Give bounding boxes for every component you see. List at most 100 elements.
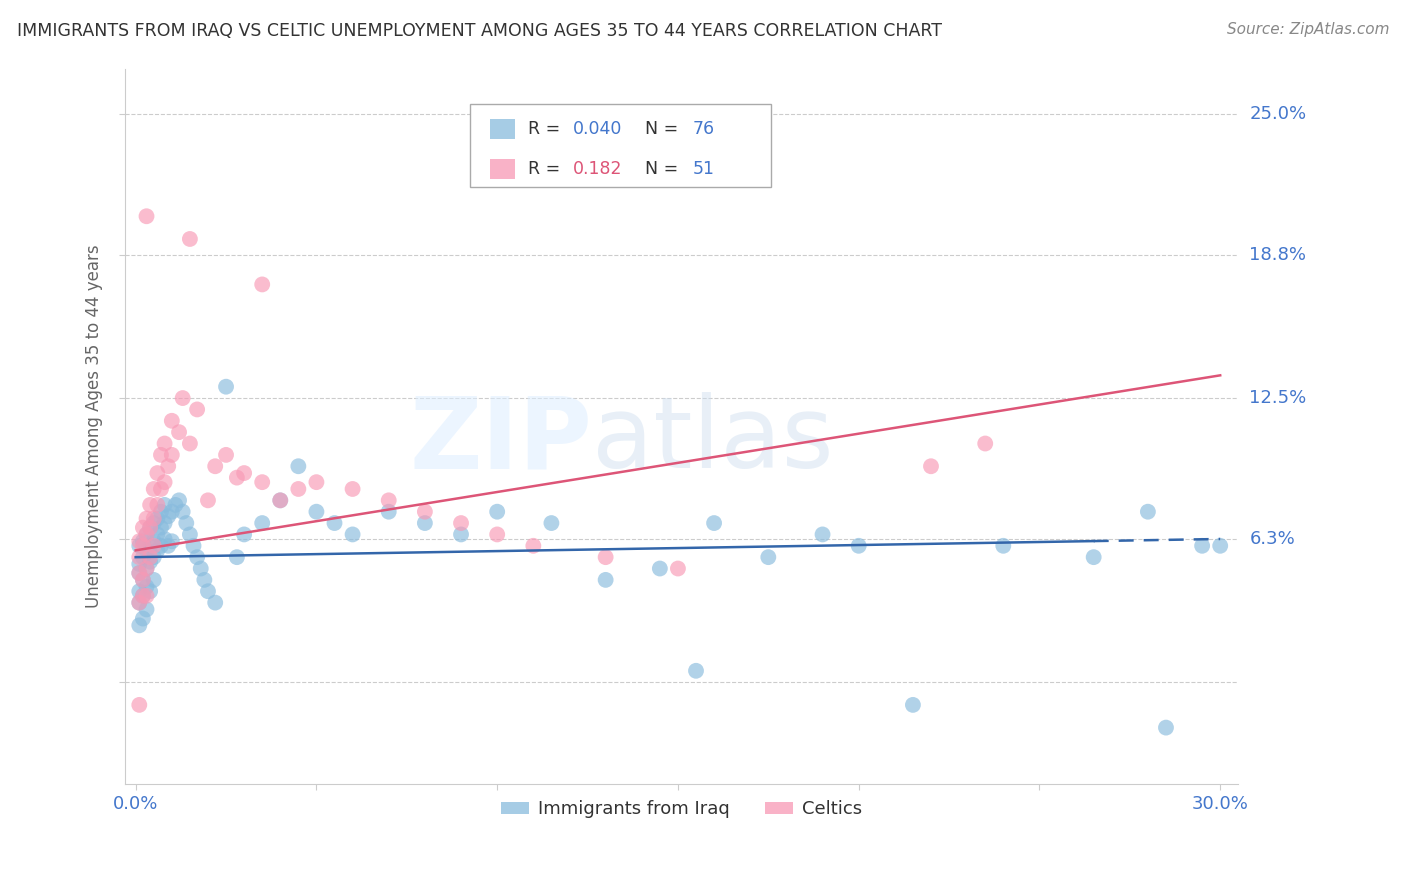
Point [167, 425, 190, 439]
Point [377, 493, 399, 508]
Text: IMMIGRANTS FROM IRAQ VS CELTIC UNEMPLOYMENT AMONG AGES 35 TO 44 YEARS CORRELATIO: IMMIGRANTS FROM IRAQ VS CELTIC UNEMPLOYM… [17, 22, 942, 40]
Text: N =: N = [645, 160, 683, 178]
FancyBboxPatch shape [491, 119, 515, 139]
Point [172, 391, 194, 405]
Point [149, 505, 172, 519]
Point [128, 566, 150, 580]
FancyBboxPatch shape [470, 104, 770, 186]
Point [135, 561, 157, 575]
Point [756, 550, 779, 565]
Point [174, 516, 197, 530]
Point [135, 527, 157, 541]
Point [648, 561, 671, 575]
Point [128, 596, 150, 610]
Point [142, 511, 165, 525]
Point [250, 475, 273, 490]
Point [146, 543, 169, 558]
Point [179, 436, 201, 450]
Point [139, 539, 162, 553]
Point [974, 436, 997, 450]
Point [132, 611, 155, 625]
Point [450, 516, 472, 530]
Point [135, 527, 157, 541]
Point [342, 482, 364, 496]
Point [920, 459, 942, 474]
Point [139, 555, 162, 569]
Point [167, 493, 190, 508]
Point [160, 505, 183, 519]
Point [128, 698, 150, 712]
Point [179, 527, 201, 541]
Point [128, 596, 150, 610]
Point [595, 573, 617, 587]
Point [135, 511, 157, 525]
Point [540, 516, 562, 530]
Point [197, 584, 219, 599]
Point [153, 532, 176, 546]
Point [142, 550, 165, 565]
Text: R =: R = [527, 160, 571, 178]
Point [135, 561, 157, 575]
Point [413, 516, 436, 530]
Point [157, 539, 180, 553]
Point [132, 573, 155, 587]
Point [269, 493, 291, 508]
Point [1083, 550, 1105, 565]
Point [165, 498, 187, 512]
Point [128, 566, 150, 580]
Point [225, 470, 247, 484]
Point [993, 539, 1015, 553]
Point [250, 516, 273, 530]
Point [142, 539, 165, 553]
Point [1154, 721, 1177, 735]
Point [132, 534, 155, 549]
Text: 76: 76 [693, 120, 714, 138]
Y-axis label: Unemployment Among Ages 35 to 44 years: Unemployment Among Ages 35 to 44 years [86, 244, 103, 608]
Text: 18.8%: 18.8% [1250, 246, 1306, 264]
Point [149, 539, 172, 553]
Point [149, 448, 172, 462]
Point [139, 498, 162, 512]
Point [153, 436, 176, 450]
Point [287, 459, 309, 474]
Point [142, 534, 165, 549]
Point [323, 516, 346, 530]
Point [250, 277, 273, 292]
Point [146, 527, 169, 541]
Point [377, 505, 399, 519]
Text: ZIP: ZIP [409, 392, 592, 490]
Point [305, 505, 328, 519]
Point [305, 475, 328, 490]
Point [132, 550, 155, 565]
Point [204, 459, 226, 474]
Point [183, 539, 205, 553]
Point [1136, 505, 1159, 519]
Point [135, 602, 157, 616]
Point [595, 550, 617, 565]
Point [135, 589, 157, 603]
Point [132, 573, 155, 587]
Point [179, 232, 201, 246]
Point [157, 509, 180, 524]
Point [225, 550, 247, 565]
Point [128, 557, 150, 571]
Point [342, 527, 364, 541]
Text: 51: 51 [693, 160, 714, 178]
Point [149, 482, 172, 496]
Point [233, 527, 256, 541]
Point [215, 380, 238, 394]
Point [132, 589, 155, 603]
Point [139, 584, 162, 599]
Point [128, 539, 150, 553]
Point [128, 534, 150, 549]
Point [132, 539, 155, 553]
Point [522, 539, 544, 553]
Point [287, 482, 309, 496]
Point [486, 527, 509, 541]
Point [197, 493, 219, 508]
Text: 0.182: 0.182 [572, 160, 621, 178]
Text: N =: N = [645, 120, 683, 138]
Text: 0.040: 0.040 [572, 120, 621, 138]
Point [186, 550, 208, 565]
Text: Source: ZipAtlas.com: Source: ZipAtlas.com [1226, 22, 1389, 37]
